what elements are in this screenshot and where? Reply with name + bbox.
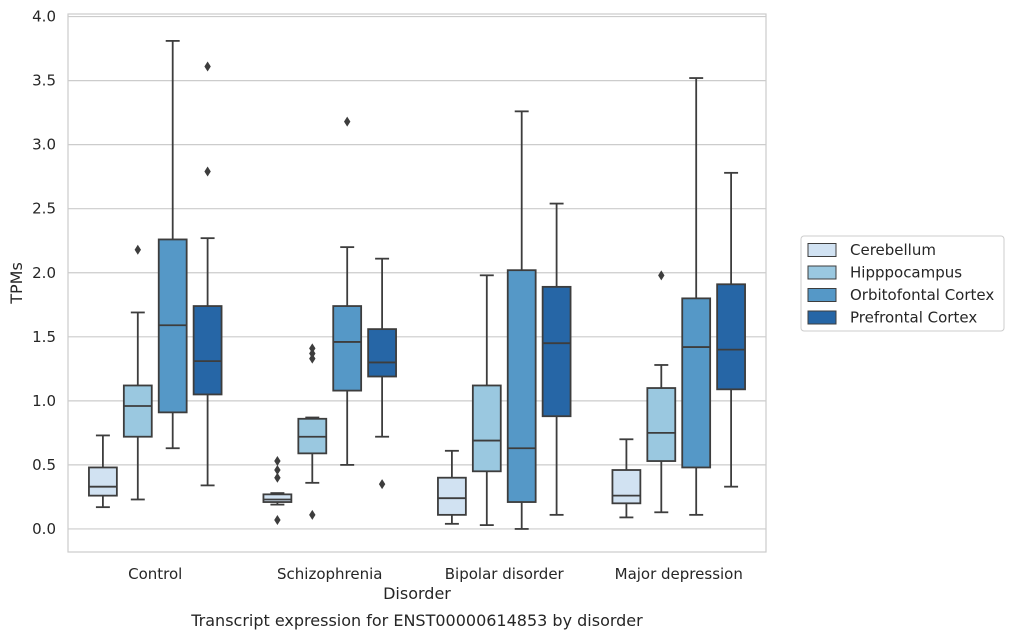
box: [681, 297, 712, 469]
y-tick-label: 1.5: [32, 328, 56, 346]
legend-label: Prefrontal Cortex: [850, 309, 977, 327]
box-group: [611, 438, 642, 519]
box-group: [506, 110, 537, 530]
box: [437, 476, 467, 516]
plot-frame: [67, 13, 767, 553]
legend-label: Cerebellum: [850, 241, 936, 259]
outlier-point: [344, 116, 351, 127]
box-group: [297, 343, 328, 520]
legend-swatch: [807, 265, 837, 280]
x-axis-label: Disorder: [383, 584, 451, 603]
box: [367, 328, 397, 378]
box-group: [541, 202, 572, 516]
legend-label: Hipppocampus: [850, 264, 962, 282]
box: [192, 305, 223, 396]
box-group: [192, 61, 223, 487]
x-tick-label: Bipolar disorder: [445, 565, 565, 583]
outlier-point: [309, 348, 316, 359]
outlier-point: [274, 465, 281, 476]
x-tick-label: Major depression: [615, 565, 743, 583]
box-group: [262, 456, 293, 525]
boxes-layer: [88, 40, 746, 530]
x-tick-labels: Control Schizophrenia Bipolar disorder Majo…: [128, 565, 743, 583]
chart-caption: Transcript expression for ENST0000061485…: [190, 611, 643, 630]
outlier-point: [309, 509, 316, 520]
box-group: [88, 434, 118, 509]
box: [506, 269, 537, 503]
legend-label: Orbitofontal Cortex: [850, 286, 994, 304]
legend: Cerebellum Hipppocampus Orbitofontal Corte…: [800, 235, 1005, 332]
y-tick-label: 4.0: [32, 8, 56, 26]
outlier-point: [274, 472, 281, 483]
y-tick-label: 0.5: [32, 456, 56, 474]
y-tick-label: 1.0: [32, 392, 56, 410]
box: [611, 469, 642, 505]
box: [716, 283, 746, 391]
box-group: [646, 270, 677, 514]
box: [646, 387, 677, 462]
outlier-point: [658, 270, 665, 281]
box-group: [122, 244, 153, 501]
box: [88, 466, 118, 497]
outlier-point: [274, 456, 281, 467]
legend-frame: [800, 235, 1005, 332]
y-tick-label: 3.0: [32, 136, 56, 154]
box-group: [332, 116, 363, 466]
legend-swatch: [807, 310, 837, 325]
outlier-point: [134, 244, 141, 255]
y-axis-label: TPMs: [7, 262, 26, 305]
y-tick-label: 3.5: [32, 72, 56, 90]
box: [332, 305, 363, 392]
box: [471, 384, 502, 473]
box-group: [437, 449, 467, 525]
outlier-point: [378, 479, 386, 490]
y-tick-label: 0.0: [32, 520, 56, 538]
legend-swatch: [807, 243, 837, 257]
box-group: [681, 77, 712, 516]
box: [541, 285, 572, 418]
outlier-point: [204, 61, 211, 72]
outlier-point: [274, 514, 281, 525]
y-tick-label: 2.5: [32, 200, 56, 218]
box: [122, 384, 153, 438]
box-group: [471, 274, 502, 526]
outlier-point: [309, 353, 316, 364]
box-group: [367, 257, 397, 490]
x-tick-label: Schizophrenia: [277, 565, 382, 583]
box: [262, 493, 293, 503]
box-group: [157, 40, 188, 450]
outlier-point: [204, 166, 211, 177]
box-group: [716, 171, 746, 488]
legend-swatch: [807, 288, 837, 302]
y-tick-labels: 0.0 0.5 1.0 1.5 2.0 2.5 3.0 3.5 4.0: [32, 8, 56, 538]
y-tick-label: 2.0: [32, 264, 56, 282]
outlier-point: [309, 343, 316, 354]
x-tick-label: Control: [128, 565, 182, 583]
